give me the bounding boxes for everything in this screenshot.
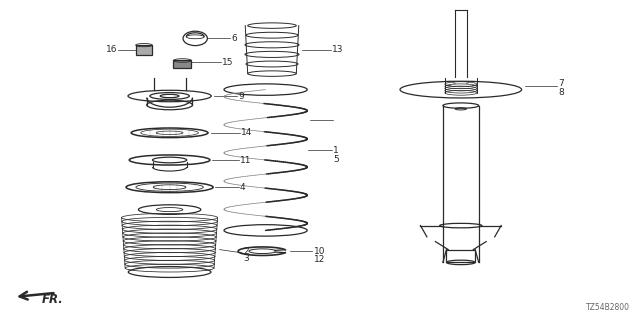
Text: 10: 10 [314,247,325,256]
Text: FR.: FR. [42,293,63,306]
FancyBboxPatch shape [173,60,191,68]
Text: 12: 12 [314,255,325,264]
Text: 13: 13 [332,45,344,54]
Text: 7: 7 [558,79,564,88]
Text: 14: 14 [241,128,253,137]
Text: 8: 8 [558,88,564,97]
Text: 16: 16 [106,45,117,54]
Text: 5: 5 [333,155,339,164]
Text: 9: 9 [238,92,244,100]
Text: 6: 6 [232,34,237,43]
FancyBboxPatch shape [136,45,152,55]
Text: 2: 2 [243,247,249,256]
Text: 4: 4 [240,183,246,192]
Text: TZ54B2800: TZ54B2800 [586,303,630,312]
Text: 15: 15 [222,58,234,67]
Text: 1: 1 [333,146,339,155]
Text: 3: 3 [243,254,249,263]
Text: 11: 11 [240,156,252,164]
